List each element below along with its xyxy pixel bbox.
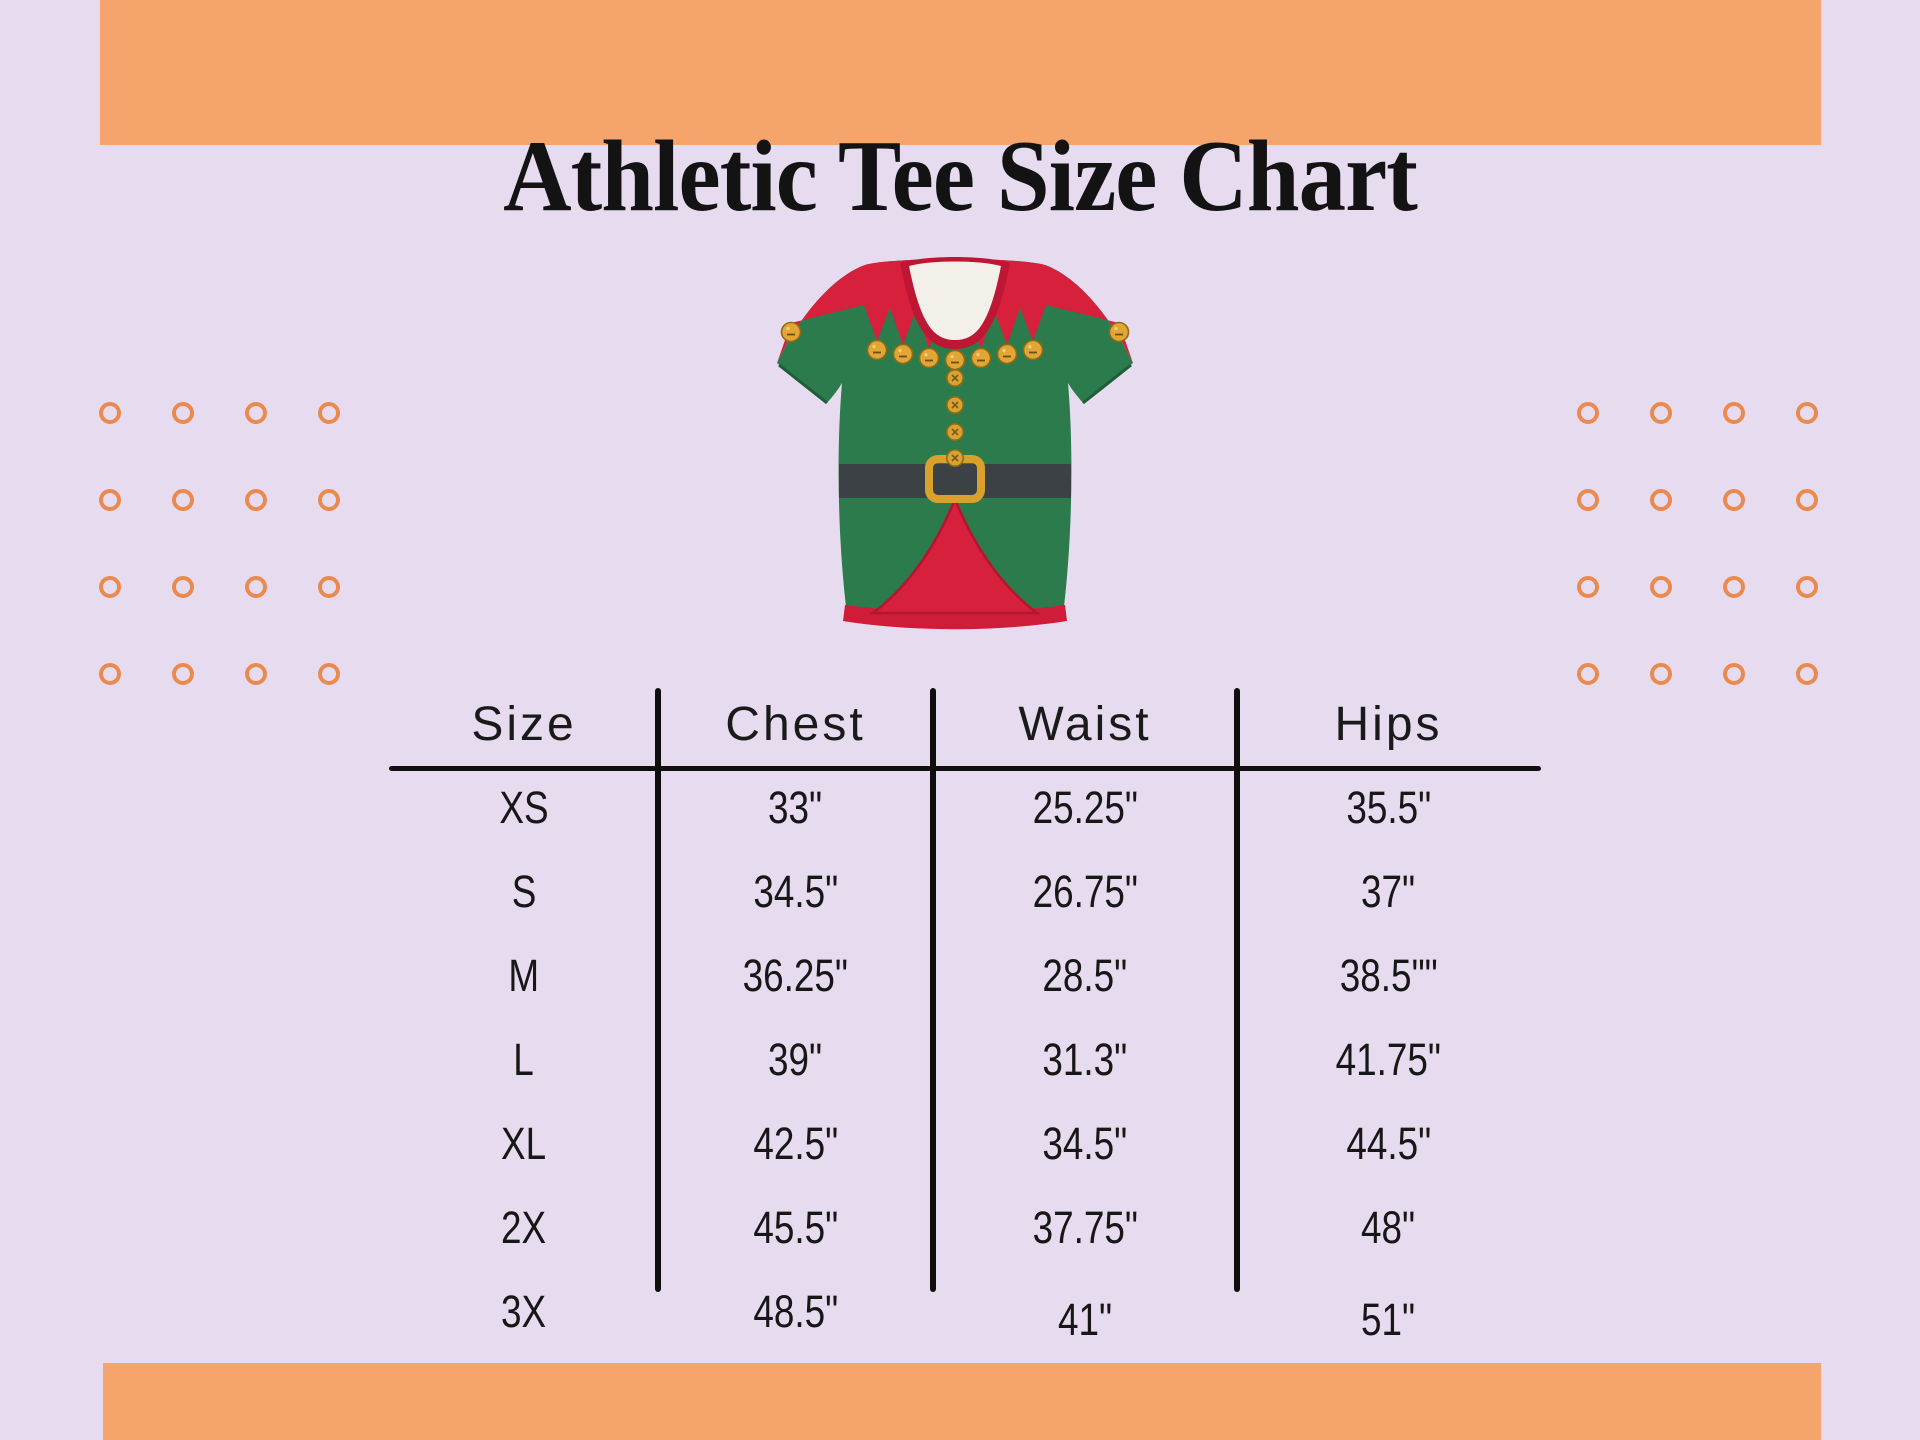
dot-pattern-left <box>99 402 340 685</box>
dot-icon <box>1577 402 1599 424</box>
table-cell: 42.5" <box>753 1118 838 1169</box>
dot-icon <box>99 489 121 511</box>
table-cell: 28.5" <box>1042 950 1128 1001</box>
column-header-waist: Waist <box>1018 697 1152 751</box>
table-cell: 38.5"" <box>1339 950 1438 1001</box>
column-header-chest: Chest <box>725 697 866 751</box>
table-cell: 45.5" <box>753 1202 838 1253</box>
table-cell: 3X <box>501 1286 547 1337</box>
dot-icon <box>318 663 340 685</box>
dot-icon <box>1723 576 1745 598</box>
dot-icon <box>99 576 121 598</box>
dot-icon <box>1650 489 1672 511</box>
table-divider-size-chest <box>655 688 661 1292</box>
dot-icon <box>1577 663 1599 685</box>
dot-icon <box>245 489 267 511</box>
table-cell: XS <box>499 782 549 833</box>
table-cell: 48.5" <box>753 1286 838 1337</box>
dot-icon <box>1650 663 1672 685</box>
column-header-hips: Hips <box>1334 697 1443 751</box>
table-cell: 26.75" <box>1032 866 1138 917</box>
table-cell: 48" <box>1361 1202 1416 1253</box>
dot-icon <box>1796 576 1818 598</box>
table-cell: 44.5" <box>1346 1118 1431 1169</box>
dot-icon <box>245 663 267 685</box>
table-cell: 25.25" <box>1032 782 1138 833</box>
dot-icon <box>172 489 194 511</box>
table-cell: 39" <box>768 1034 823 1085</box>
size-table: Size Chest Waist Hips XS 33" 25.25" 35.5… <box>390 682 1540 1354</box>
table-cell: M <box>508 950 540 1001</box>
column-header-size: Size <box>471 697 577 751</box>
dot-icon <box>1650 576 1672 598</box>
dot-icon <box>1796 489 1818 511</box>
table-cell: 51" <box>1361 1294 1416 1345</box>
top-accent-bar <box>100 0 1821 145</box>
table-cell: 34.5" <box>1042 1118 1128 1169</box>
dot-icon <box>1723 489 1745 511</box>
table-cell: 34.5" <box>753 866 838 917</box>
table-cell: 33" <box>768 782 823 833</box>
dot-icon <box>99 402 121 424</box>
page-title: Athletic Tee Size Chart <box>503 120 1418 233</box>
table-cell: 37.75" <box>1032 1202 1138 1253</box>
dot-icon <box>245 576 267 598</box>
table-header-rule <box>389 766 1541 771</box>
dot-icon <box>1577 576 1599 598</box>
dot-icon <box>1723 663 1745 685</box>
table-cell: XL <box>501 1118 547 1169</box>
dot-pattern-right <box>1577 402 1818 685</box>
table-cell: 36.25" <box>742 950 849 1001</box>
table-cell: 2X <box>501 1202 547 1253</box>
tee-neck-inner <box>909 261 1001 340</box>
table-cell: 41" <box>1057 1294 1113 1345</box>
dot-icon <box>1650 402 1672 424</box>
table-cell: L <box>513 1034 535 1085</box>
table-divider-chest-waist <box>930 688 936 1292</box>
bottom-accent-bar <box>103 1363 1821 1440</box>
dot-icon <box>1796 663 1818 685</box>
table-cell: 35.5" <box>1346 782 1431 833</box>
dot-icon <box>1723 402 1745 424</box>
table-divider-waist-hips <box>1234 688 1240 1292</box>
table-cell: 41.75" <box>1335 1034 1442 1085</box>
dot-icon <box>318 576 340 598</box>
dot-icon <box>318 489 340 511</box>
dot-icon <box>1577 489 1599 511</box>
dot-icon <box>318 402 340 424</box>
dot-icon <box>172 402 194 424</box>
dot-icon <box>172 663 194 685</box>
table-cell: 37" <box>1361 866 1416 917</box>
dot-icon <box>99 663 121 685</box>
table-cell: 31.3" <box>1042 1034 1128 1085</box>
elf-tee-image <box>777 257 1133 630</box>
table-cell: S <box>511 866 537 917</box>
dot-icon <box>1796 402 1818 424</box>
tee-red-v <box>869 495 1041 615</box>
tee-belt <box>839 464 1071 498</box>
dot-icon <box>172 576 194 598</box>
dot-icon <box>245 402 267 424</box>
